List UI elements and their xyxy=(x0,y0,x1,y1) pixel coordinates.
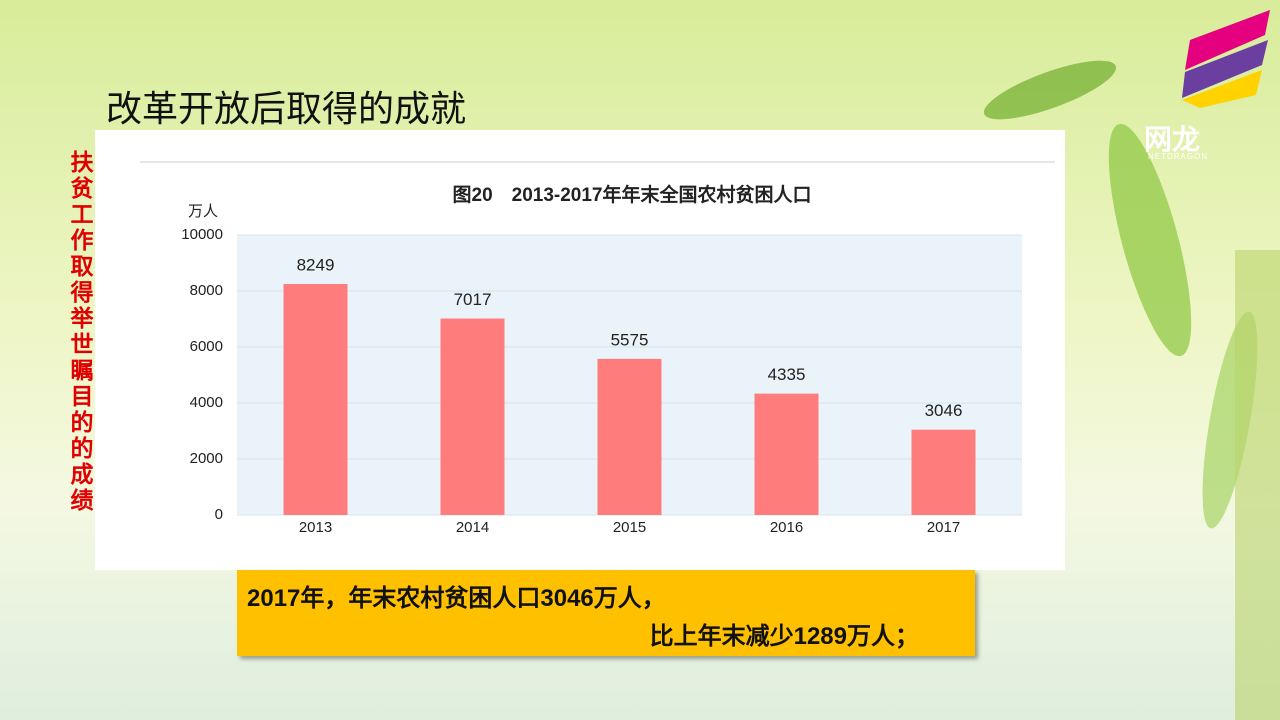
x-tick-label: 2015 xyxy=(613,519,646,536)
value-label: 8249 xyxy=(297,256,335,275)
callout-line: 2017年，年末农村贫困人口3046万人， xyxy=(247,585,666,612)
value-label: 5575 xyxy=(611,330,649,349)
y-tick-label: 4000 xyxy=(190,394,223,411)
x-tick-label: 2016 xyxy=(770,519,803,536)
x-tick-label: 2014 xyxy=(456,519,489,536)
logo: 网龙 xyxy=(1144,124,1201,155)
x-tick-label: 2017 xyxy=(927,519,960,536)
bar xyxy=(754,393,819,515)
bar xyxy=(440,318,505,515)
y-tick-label: 2000 xyxy=(190,450,223,467)
y-tick-label: 6000 xyxy=(190,338,223,355)
chart-panel: 图20 2013-2017年年末全国农村贫困人口 万人 0 2000 4000 600… xyxy=(95,130,1065,570)
chart-title: 图20 2013-2017年年末全国农村贫困人口 xyxy=(453,183,812,206)
callout-line: 比上年末减少1289万人； xyxy=(649,623,919,650)
value-label: 3046 xyxy=(925,401,963,420)
y-tick-label: 10000 xyxy=(181,226,223,243)
callout: 2017年，年末农村贫困人口3046万人， 比上年末减少1289万人； xyxy=(237,570,975,656)
y-axis-label: 万人 xyxy=(188,203,218,220)
logo-sub: NETDRAGON xyxy=(1148,152,1209,161)
bar xyxy=(597,358,662,515)
y-tick-label: 0 xyxy=(215,506,223,523)
side-text: 扶贫工作取得举世瞩目的的成绩 xyxy=(67,150,93,514)
chart: 图20 2013-2017年年末全国农村贫困人口 万人 0 2000 4000 600… xyxy=(140,161,1055,536)
value-label: 7017 xyxy=(454,290,492,309)
value-label: 4335 xyxy=(768,365,806,384)
slide-title: 改革开放后取得的成就 xyxy=(106,88,467,129)
bar xyxy=(283,284,348,515)
bar xyxy=(911,429,976,515)
y-tick-label: 8000 xyxy=(190,282,223,299)
x-tick-label: 2013 xyxy=(299,519,332,536)
